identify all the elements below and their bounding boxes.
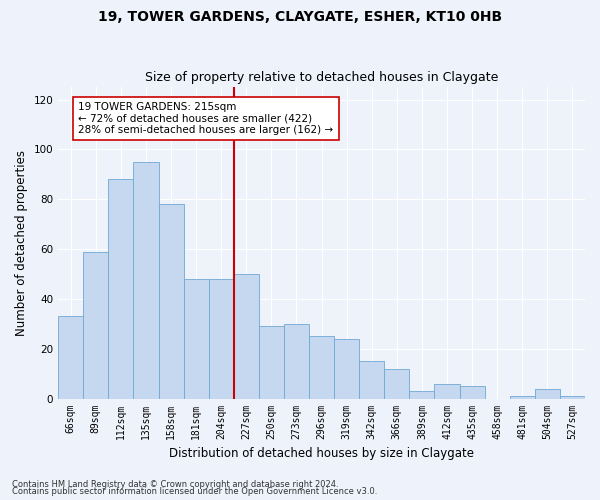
- Bar: [234, 274, 259, 398]
- Text: 19 TOWER GARDENS: 215sqm
← 72% of detached houses are smaller (422)
28% of semi-: 19 TOWER GARDENS: 215sqm ← 72% of detach…: [78, 102, 334, 135]
- Bar: [309, 336, 334, 398]
- Bar: [510, 396, 535, 398]
- Bar: [460, 386, 485, 398]
- Bar: [58, 316, 83, 398]
- Y-axis label: Number of detached properties: Number of detached properties: [15, 150, 28, 336]
- Bar: [158, 204, 184, 398]
- Bar: [334, 338, 359, 398]
- Bar: [109, 180, 133, 398]
- Text: Contains HM Land Registry data © Crown copyright and database right 2024.: Contains HM Land Registry data © Crown c…: [12, 480, 338, 489]
- Bar: [209, 279, 234, 398]
- Bar: [359, 361, 385, 399]
- Bar: [284, 324, 309, 398]
- Title: Size of property relative to detached houses in Claygate: Size of property relative to detached ho…: [145, 72, 498, 85]
- Bar: [409, 391, 434, 398]
- Bar: [83, 252, 109, 398]
- Bar: [434, 384, 460, 398]
- Bar: [385, 368, 409, 398]
- Text: Contains public sector information licensed under the Open Government Licence v3: Contains public sector information licen…: [12, 487, 377, 496]
- Bar: [560, 396, 585, 398]
- Bar: [535, 388, 560, 398]
- Bar: [133, 162, 158, 398]
- X-axis label: Distribution of detached houses by size in Claygate: Distribution of detached houses by size …: [169, 447, 474, 460]
- Bar: [184, 279, 209, 398]
- Text: 19, TOWER GARDENS, CLAYGATE, ESHER, KT10 0HB: 19, TOWER GARDENS, CLAYGATE, ESHER, KT10…: [98, 10, 502, 24]
- Bar: [259, 326, 284, 398]
